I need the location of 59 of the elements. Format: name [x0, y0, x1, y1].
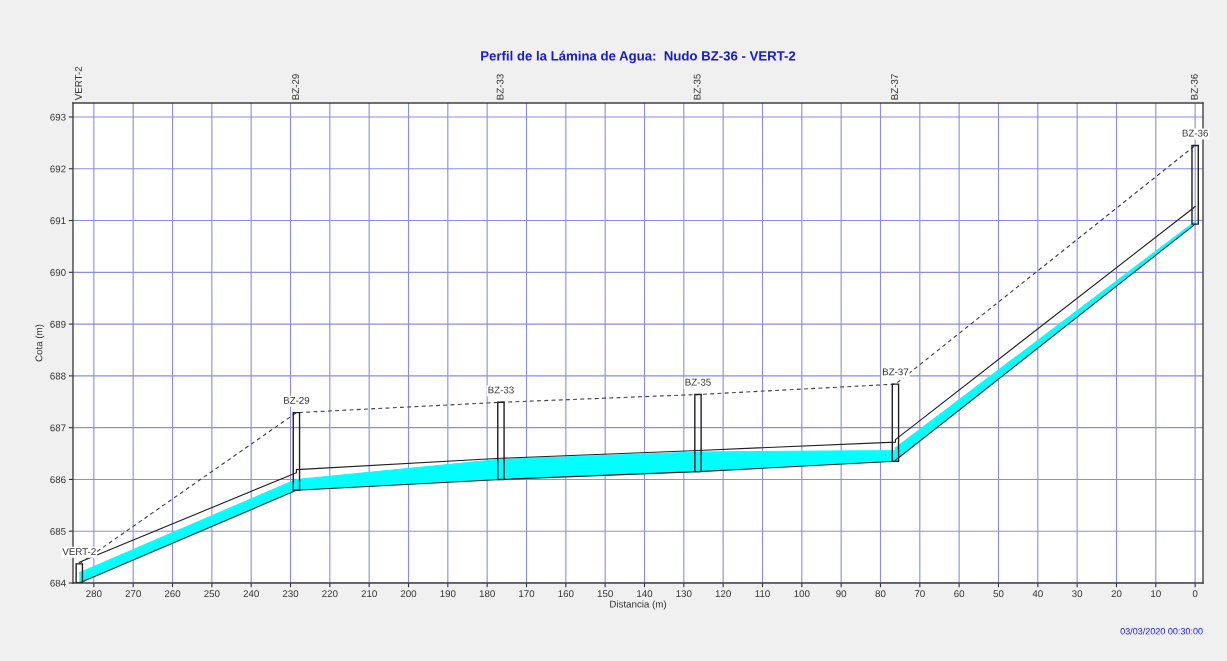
x-tick-label: 180 [479, 590, 495, 598]
annotation: VERT-2 [62, 548, 96, 555]
text: BZ-33 [496, 74, 504, 100]
x-tick-label: 40 [1032, 590, 1043, 598]
x-tick-label: 270 [125, 590, 141, 598]
x-tick-label: 190 [440, 590, 456, 598]
x-tick-label: 210 [361, 590, 377, 598]
x-tick-label: 10 [1151, 590, 1161, 598]
x-tick-label: 90 [836, 590, 847, 598]
bar [292, 411, 301, 492]
chart-title: Perfil de la Lámina de Agua: Nudo BZ-36 - VERT-2 [481, 50, 796, 64]
x-tick-label: 100 [794, 590, 810, 598]
text: 03/03/2020 00:30:00 [1120, 627, 1203, 635]
bar [891, 383, 900, 463]
text: BZ-29 [292, 74, 300, 100]
x-tick-label: 240 [243, 590, 259, 598]
annotation: BZ-33 [488, 386, 514, 394]
x-tick-label: 50 [993, 590, 1004, 598]
x-tick-label: 70 [914, 590, 925, 598]
annotation: BZ-37 [882, 368, 909, 376]
bar [694, 393, 702, 473]
y-tick-label: 686 [50, 476, 66, 484]
x-axis-title: Distancia (m) [610, 600, 667, 610]
x-tick-label: 130 [676, 590, 692, 598]
x-tick-label: 200 [400, 590, 417, 598]
y-axis-title: Cota (m) [35, 324, 45, 362]
y-tick-label: 684 [50, 579, 66, 587]
x-tick-label: 150 [597, 590, 613, 598]
x-tick-label: 80 [875, 590, 886, 598]
y-tick-label: 688 [50, 372, 66, 380]
x-tick-label: 280 [86, 590, 102, 598]
x-tick-label: 220 [322, 590, 338, 598]
text: BZ-36 [1190, 74, 1198, 100]
x-tick-label: 250 [204, 590, 220, 598]
y-tick-label: 687 [50, 424, 66, 432]
x-tick-label: 0 [1192, 590, 1198, 598]
x-tick-label: 140 [637, 590, 653, 598]
x-tick-label: 170 [519, 590, 535, 598]
x-tick-label: 260 [164, 590, 181, 598]
x-tick-label: 110 [755, 590, 770, 598]
text: BZ-37 [891, 74, 899, 100]
y-tick-label: 689 [50, 320, 66, 328]
x-tick-label: 230 [282, 590, 299, 598]
text: BZ-35 [693, 74, 701, 100]
y-tick-label: 690 [50, 269, 66, 276]
annotation: BZ-29 [283, 396, 310, 404]
x-tick-label: 160 [558, 590, 574, 598]
y-tick-label: 692 [50, 165, 66, 173]
annotation: BZ-35 [685, 378, 711, 386]
x-tick-label: 60 [954, 590, 965, 598]
y-tick-label: 693 [50, 113, 66, 121]
bar [497, 401, 505, 481]
y-tick-label: 691 [50, 217, 66, 225]
x-tick-label: 20 [1111, 590, 1122, 598]
annotation: BZ-36 [1182, 129, 1208, 137]
y-tick-label: 685 [50, 527, 66, 535]
x-tick-label: 120 [715, 590, 731, 598]
text: VERT-2 [75, 66, 82, 101]
x-tick-label: 30 [1072, 590, 1083, 598]
